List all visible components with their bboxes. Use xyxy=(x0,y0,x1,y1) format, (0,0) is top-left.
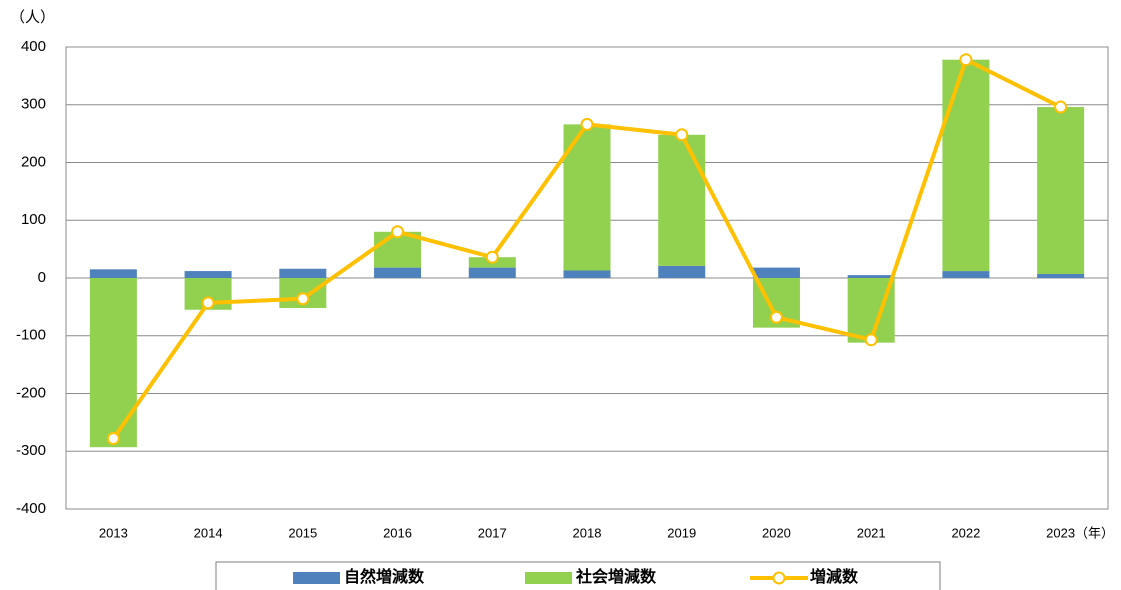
bar xyxy=(658,134,706,266)
marker xyxy=(106,432,120,446)
y-tick-label: 200 xyxy=(21,153,46,170)
marker xyxy=(201,296,215,310)
y-tick-label: -400 xyxy=(16,500,46,517)
y-tick-label: 300 xyxy=(21,96,46,113)
marker xyxy=(391,225,405,239)
bar xyxy=(184,271,232,278)
bar xyxy=(563,270,611,278)
x-tick-label: 2018 xyxy=(573,525,602,540)
bar xyxy=(1037,107,1085,274)
bar xyxy=(89,278,137,448)
x-tick-label: 2014 xyxy=(194,525,223,540)
x-tick-label: 2016 xyxy=(383,525,412,540)
marker xyxy=(1054,100,1068,114)
y-tick-label: -200 xyxy=(16,384,46,401)
marker xyxy=(580,117,594,131)
bar xyxy=(847,275,895,278)
marker xyxy=(485,250,499,264)
x-unit: （年） xyxy=(1075,525,1114,540)
bar xyxy=(374,267,422,278)
bar xyxy=(279,268,327,278)
bar xyxy=(89,269,137,278)
legend-label: 社会増減数 xyxy=(575,567,657,586)
bar xyxy=(658,265,706,278)
y-tick-label: -300 xyxy=(16,442,46,459)
marker xyxy=(959,53,973,67)
marker xyxy=(296,292,310,306)
x-tick-label: 2017 xyxy=(478,525,507,540)
legend-label: 自然増減数 xyxy=(344,567,425,586)
marker xyxy=(864,333,878,347)
bar xyxy=(468,267,516,278)
y-tick-label: -100 xyxy=(16,327,46,344)
marker xyxy=(769,310,783,324)
x-tick-label: 2019 xyxy=(667,525,696,540)
x-tick-label: 2021 xyxy=(857,525,886,540)
legend-swatch xyxy=(772,571,786,585)
bar xyxy=(942,59,990,272)
legend-swatch xyxy=(293,572,340,584)
marker xyxy=(675,128,689,142)
x-tick-label: 2023 xyxy=(1046,525,1075,540)
x-tick-label: 2020 xyxy=(762,525,791,540)
x-tick-label: 2022 xyxy=(951,525,980,540)
y-tick-label: 400 xyxy=(21,38,46,55)
bar xyxy=(752,267,800,278)
bar xyxy=(1037,273,1085,278)
x-tick-label: 2013 xyxy=(99,525,128,540)
x-tick-label: 2015 xyxy=(288,525,317,540)
plot-border xyxy=(65,46,1109,510)
y-unit: （人） xyxy=(10,9,55,26)
legend-swatch xyxy=(525,572,572,584)
bar xyxy=(942,271,990,278)
y-tick-label: 0 xyxy=(38,269,46,286)
y-tick-label: 100 xyxy=(21,211,46,228)
legend-label: 増減数 xyxy=(810,567,859,586)
